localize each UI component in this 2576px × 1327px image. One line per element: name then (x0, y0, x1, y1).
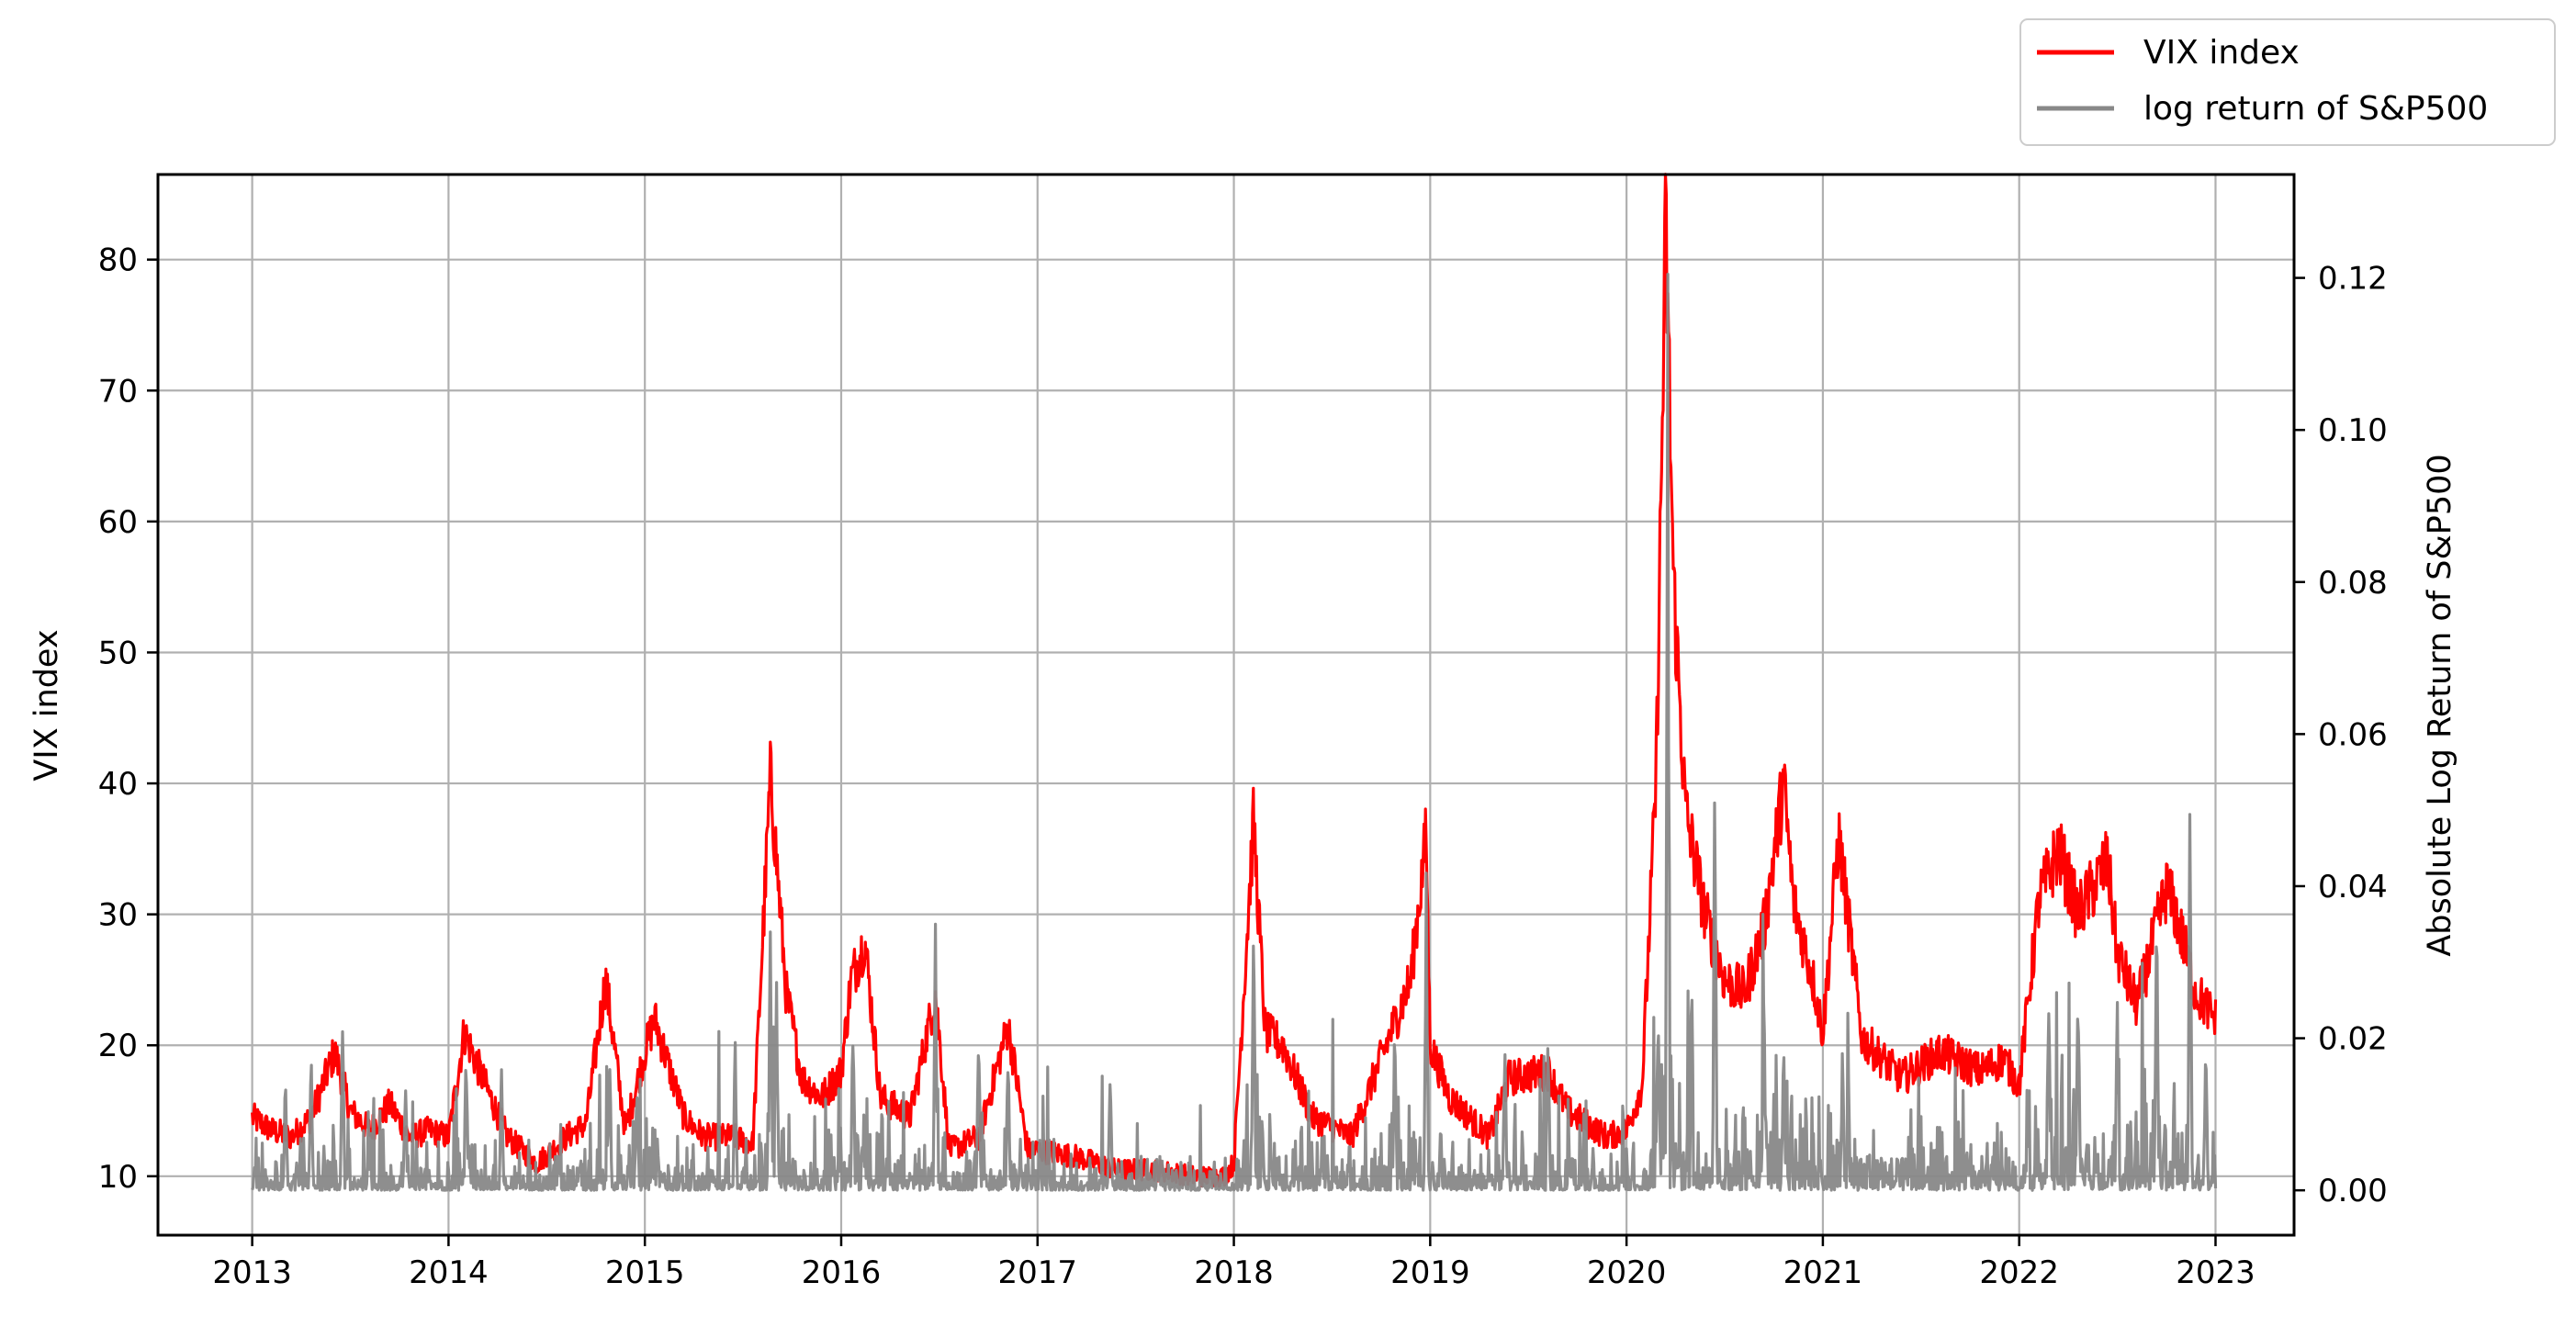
y-tick-label: 50 (98, 635, 138, 671)
legend-label-vix: VIX index (2143, 34, 2300, 72)
series-layer (251, 173, 2218, 1192)
y-tick-label: 20 (98, 1028, 138, 1064)
x-tick-label: 2023 (2176, 1254, 2255, 1291)
y2-tick-label: 0.06 (2318, 716, 2388, 753)
x-tick-label: 2020 (1587, 1254, 1667, 1291)
x-tick-label: 2021 (1783, 1254, 1863, 1291)
y-tick-label: 10 (98, 1159, 138, 1196)
x-tick-label: 2022 (1979, 1254, 2059, 1291)
x-tick-label: 2019 (1390, 1254, 1470, 1291)
axes: 2013 2014 2015 2016 2017 2018 2019 2020 2021 2022… (98, 242, 2388, 1291)
y-tick-label: 60 (98, 504, 138, 541)
x-tick-label: 2013 (212, 1254, 292, 1291)
legend-label-sp500: log return of S&P500 (2143, 90, 2488, 128)
y2-tick-label: 0.00 (2318, 1173, 2388, 1209)
y2-tick-label: 0.12 (2318, 261, 2388, 298)
legend: VIX index log return of S&P500 (2019, 18, 2556, 146)
series-line-vix (251, 173, 2218, 1188)
y-tick-label: 70 (98, 373, 138, 410)
plot-frame (156, 173, 2296, 1237)
y2-axis-label: Absolute Log Return of S&P500 (2422, 454, 2458, 956)
series-line-sp500 (251, 273, 2218, 1192)
x-tick-label: 2014 (409, 1254, 489, 1291)
y-tick-label: 80 (98, 242, 138, 279)
y2-tick-label: 0.02 (2318, 1021, 2388, 1058)
x-tick-label: 2015 (605, 1254, 685, 1291)
y2-tick-label: 0.04 (2318, 869, 2388, 905)
y2-tick-label: 0.10 (2318, 412, 2388, 449)
x-tick-label: 2017 (997, 1254, 1077, 1291)
x-tick-label: 2018 (1194, 1254, 1274, 1291)
y-axis-label: VIX index (28, 629, 65, 781)
y-tick-label: 40 (98, 766, 138, 803)
y2-tick-label: 0.08 (2318, 565, 2388, 602)
legend-frame (2019, 18, 2556, 146)
x-tick-label: 2016 (802, 1254, 882, 1291)
y-tick-label: 30 (98, 897, 138, 934)
